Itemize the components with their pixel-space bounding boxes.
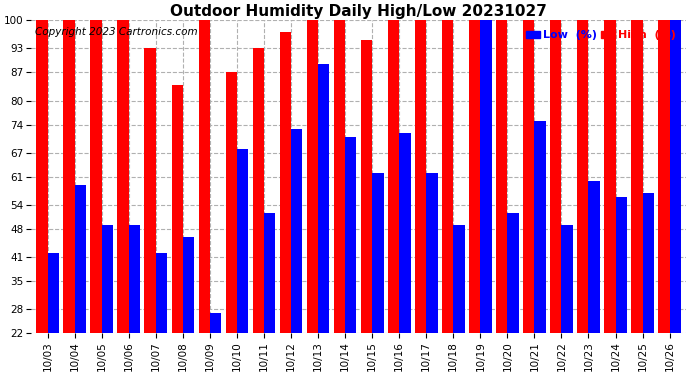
Bar <box>507 213 519 333</box>
Bar <box>669 20 681 333</box>
Bar <box>442 20 453 333</box>
Bar <box>210 313 221 333</box>
Bar <box>388 20 400 333</box>
Title: Outdoor Humidity Daily High/Low 20231027: Outdoor Humidity Daily High/Low 20231027 <box>170 4 547 19</box>
Bar <box>279 32 291 333</box>
Bar <box>615 197 627 333</box>
Bar <box>534 121 546 333</box>
Bar <box>480 20 492 333</box>
Bar <box>631 20 642 333</box>
Bar <box>307 20 318 333</box>
Bar <box>415 20 426 333</box>
Bar <box>658 20 669 333</box>
Bar <box>48 253 59 333</box>
Bar <box>334 20 345 333</box>
Bar <box>90 20 101 333</box>
Bar <box>199 20 210 333</box>
Bar <box>264 213 275 333</box>
Bar <box>426 173 437 333</box>
Text: Copyright 2023 Cartronics.com: Copyright 2023 Cartronics.com <box>34 27 197 37</box>
Bar <box>101 225 113 333</box>
Bar <box>642 193 654 333</box>
Bar <box>589 181 600 333</box>
Bar <box>183 237 194 333</box>
Bar <box>453 225 464 333</box>
Bar <box>75 185 86 333</box>
Bar <box>156 253 167 333</box>
Bar <box>604 20 615 333</box>
Bar <box>372 173 384 333</box>
Bar <box>577 20 589 333</box>
Bar <box>345 137 357 333</box>
Bar <box>172 84 183 333</box>
Bar <box>37 20 48 333</box>
Bar <box>129 225 140 333</box>
Bar <box>237 149 248 333</box>
Bar <box>226 72 237 333</box>
Bar <box>469 20 480 333</box>
Bar <box>523 20 534 333</box>
Bar <box>400 133 411 333</box>
Legend: Low  (%), High  (%): Low (%), High (%) <box>522 26 680 45</box>
Bar <box>361 40 372 333</box>
Bar <box>253 48 264 333</box>
Bar <box>291 129 302 333</box>
Bar <box>496 20 507 333</box>
Bar <box>550 20 562 333</box>
Bar <box>318 64 329 333</box>
Bar <box>117 20 129 333</box>
Bar <box>562 225 573 333</box>
Bar <box>144 48 156 333</box>
Bar <box>63 20 75 333</box>
